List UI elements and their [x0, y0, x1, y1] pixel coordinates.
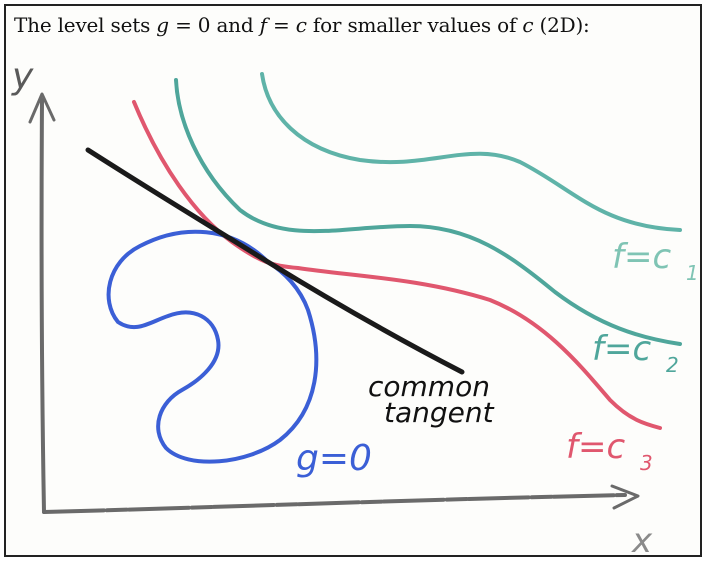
- label-f-c1: f=c 1: [612, 237, 699, 285]
- axes: [28, 92, 640, 514]
- svg-text:f=c: f=c: [612, 237, 671, 277]
- curve-f-c1: [260, 72, 682, 232]
- curve-f-c3: [132, 100, 662, 430]
- label-f-c2: f=c 2: [592, 329, 679, 377]
- y-axis-arrow: [28, 92, 56, 124]
- curve-g-0: [106, 229, 319, 464]
- svg-text:tangent: tangent: [384, 396, 495, 429]
- svg-text:3: 3: [640, 451, 653, 475]
- svg-text:1: 1: [686, 261, 699, 285]
- label-common-tangent: common tangent: [368, 370, 495, 429]
- curve-f-c2: [174, 78, 682, 346]
- svg-text:common: common: [368, 370, 490, 403]
- x-axis-label: x: [631, 521, 653, 561]
- svg-text:2: 2: [666, 353, 679, 377]
- x-axis-arrow: [610, 484, 640, 510]
- figure-frame: [4, 4, 702, 557]
- label-f-c3: f=c 3: [566, 427, 653, 475]
- y-axis-label: y: [11, 56, 34, 97]
- common-tangent-line: [85, 147, 465, 375]
- svg-text:f=c: f=c: [592, 329, 651, 369]
- label-g-equals-0: g=0: [296, 438, 372, 479]
- y-axis: [39, 98, 46, 514]
- figure-caption: The level sets g = 0 and f = c for small…: [14, 13, 590, 37]
- svg-text:f=c: f=c: [566, 427, 625, 467]
- x-axis: [42, 493, 627, 514]
